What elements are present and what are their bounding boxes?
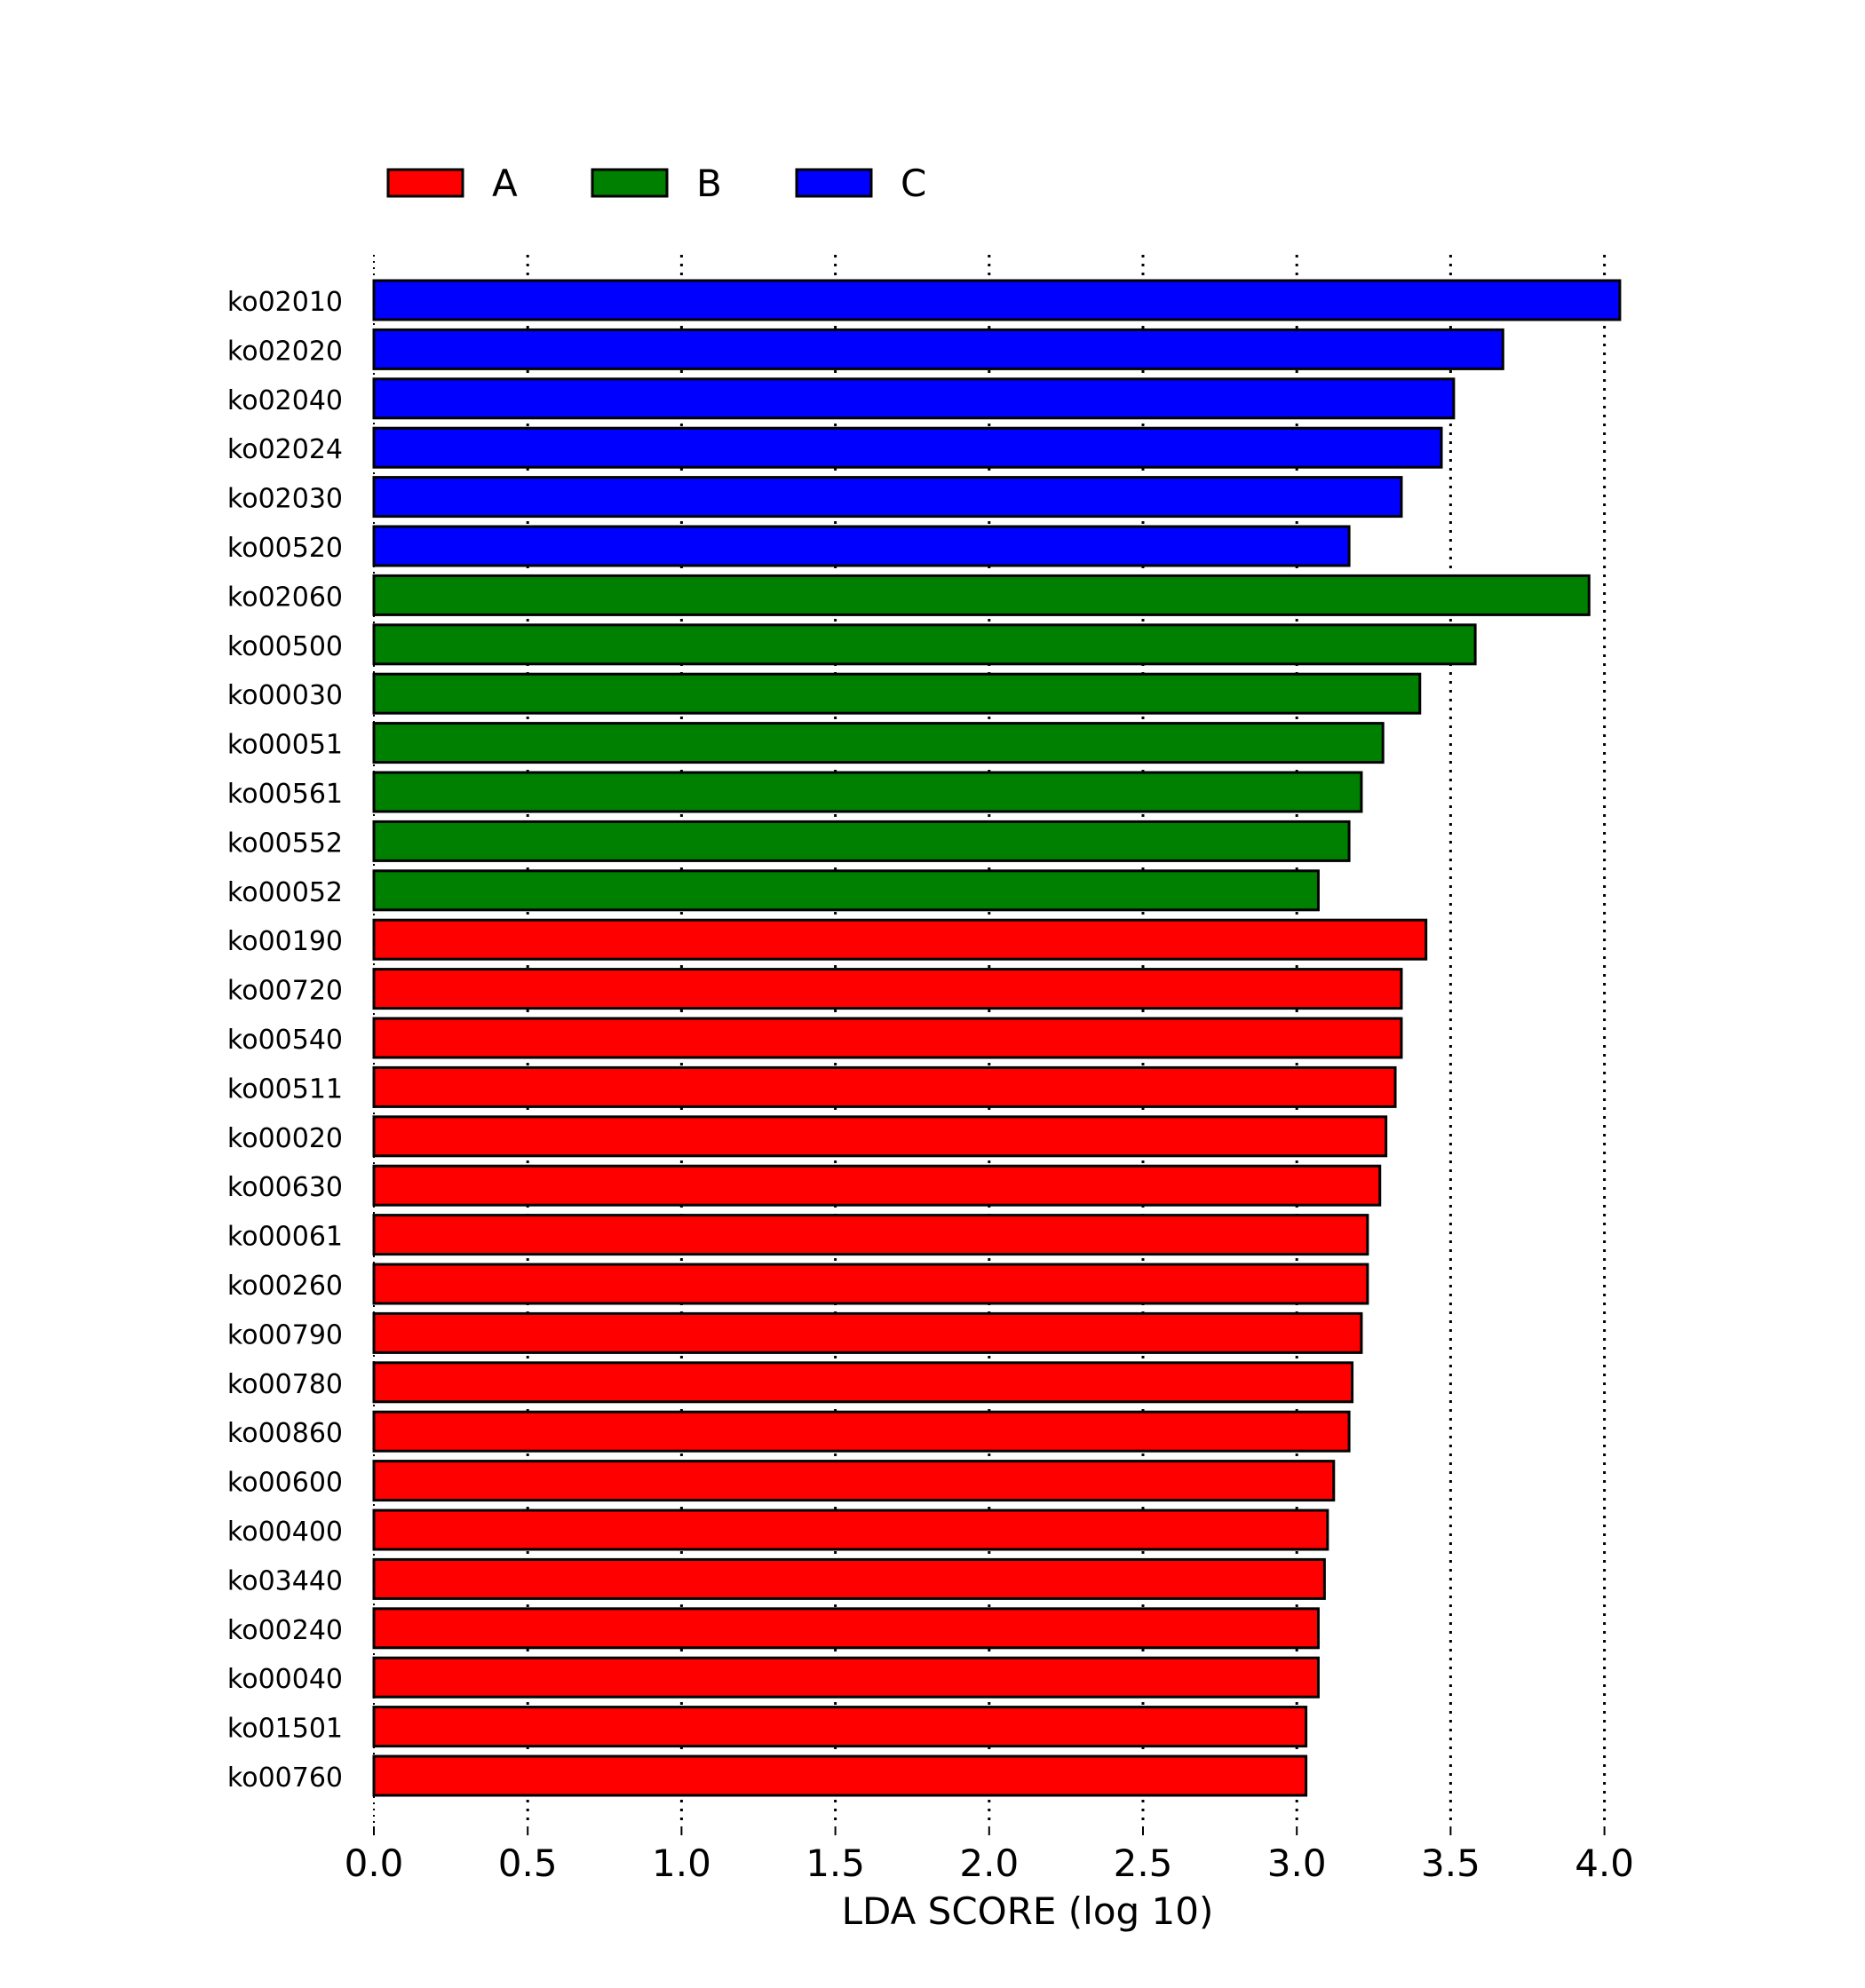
category-label: ko00630 [227, 1172, 343, 1203]
bar-ko00760 [372, 1754, 1308, 1797]
x-tick-label: 3.5 [1421, 1841, 1480, 1885]
bar-ko00630 [372, 1164, 1382, 1207]
category-label: ko00030 [227, 680, 343, 711]
category-label: ko00500 [227, 631, 343, 662]
category-label: ko00511 [227, 1073, 343, 1105]
category-label: ko03440 [227, 1565, 343, 1596]
category-label: ko00190 [227, 926, 343, 957]
bar-ko01501 [372, 1706, 1308, 1748]
category-label: ko00600 [227, 1468, 343, 1499]
category-label: ko00520 [227, 533, 343, 564]
x-tick-label: 1.0 [652, 1841, 711, 1885]
bar-ko00720 [372, 968, 1403, 1010]
x-tick-label: 2.0 [959, 1841, 1019, 1885]
legend-swatch-C [795, 168, 873, 198]
bar-ko00030 [372, 672, 1422, 715]
category-label: ko00720 [227, 976, 343, 1007]
x-axis-title: LDA SCORE (log 10) [842, 1889, 1214, 1933]
category-label: ko00240 [227, 1615, 343, 1646]
bars-layer [372, 279, 1622, 1797]
bar-ko00600 [372, 1460, 1336, 1502]
category-label: ko00860 [227, 1418, 343, 1449]
category-label: ko02030 [227, 484, 343, 515]
category-label: ko00020 [227, 1123, 343, 1154]
bar-ko00400 [372, 1509, 1329, 1551]
category-label: ko00552 [227, 828, 343, 859]
bar-ko00260 [372, 1263, 1369, 1305]
bar-ko02040 [372, 377, 1456, 420]
legend-label-C: C [901, 162, 926, 205]
x-tick-label: 2.5 [1114, 1841, 1173, 1885]
bar-ko00020 [372, 1115, 1388, 1158]
x-tick-label: 3.0 [1267, 1841, 1327, 1885]
category-label: ko02020 [227, 336, 343, 367]
category-label: ko02010 [227, 287, 343, 318]
bar-ko00780 [372, 1361, 1354, 1404]
bar-ko02060 [372, 574, 1591, 616]
x-tick-label: 1.5 [806, 1841, 865, 1885]
category-label: ko01501 [227, 1714, 343, 1745]
category-label: ko00760 [227, 1762, 343, 1794]
x-tick-label: 4.0 [1575, 1841, 1634, 1885]
bar-ko02030 [372, 476, 1403, 519]
legend-label-B: B [696, 162, 722, 205]
bar-ko02010 [372, 279, 1622, 321]
legend-label-A: A [492, 162, 518, 205]
bar-ko03440 [372, 1557, 1326, 1600]
bar-ko00520 [372, 525, 1351, 567]
bar-ko00540 [372, 1017, 1403, 1059]
category-label: ko00061 [227, 1222, 343, 1253]
category-label: ko00790 [227, 1319, 343, 1350]
bar-ko00790 [372, 1311, 1363, 1354]
category-label: ko00040 [227, 1664, 343, 1695]
category-label: ko00540 [227, 1025, 343, 1056]
category-label: ko00400 [227, 1517, 343, 1548]
bar-ko02020 [372, 328, 1504, 370]
category-label: ko00260 [227, 1271, 343, 1302]
category-label: ko02024 [227, 434, 343, 465]
bar-ko00190 [372, 918, 1428, 961]
bar-ko00051 [372, 722, 1385, 764]
bar-ko00040 [372, 1656, 1320, 1699]
category-labels: ko02010 ko02020 ko02040 ko02024 ko02030 ko005… [227, 287, 343, 1794]
bar-ko02024 [372, 426, 1443, 469]
bar-ko00500 [372, 623, 1477, 666]
category-label: ko00052 [227, 877, 343, 908]
bar-ko00552 [372, 820, 1351, 862]
category-label: ko02060 [227, 582, 343, 613]
x-axis: 0.0 0.5 1.0 1.5 2.0 2.5 3.0 3.5 4.0 [345, 1826, 1634, 1885]
category-label: ko00780 [227, 1369, 343, 1400]
bar-ko00561 [372, 771, 1363, 813]
legend: A B C [386, 162, 926, 205]
category-label: ko02040 [227, 385, 343, 416]
x-tick-label: 0.0 [345, 1841, 404, 1885]
x-tick-label: 0.5 [498, 1841, 558, 1885]
bar-ko00061 [372, 1214, 1369, 1256]
legend-swatch-A [386, 168, 464, 198]
category-label: ko00561 [227, 779, 343, 810]
bar-ko00511 [372, 1065, 1397, 1108]
category-label: ko00051 [227, 730, 343, 761]
bar-ko00860 [372, 1410, 1351, 1453]
bar-ko00052 [372, 869, 1320, 912]
bar-ko00240 [372, 1607, 1320, 1650]
legend-swatch-B [591, 168, 669, 198]
